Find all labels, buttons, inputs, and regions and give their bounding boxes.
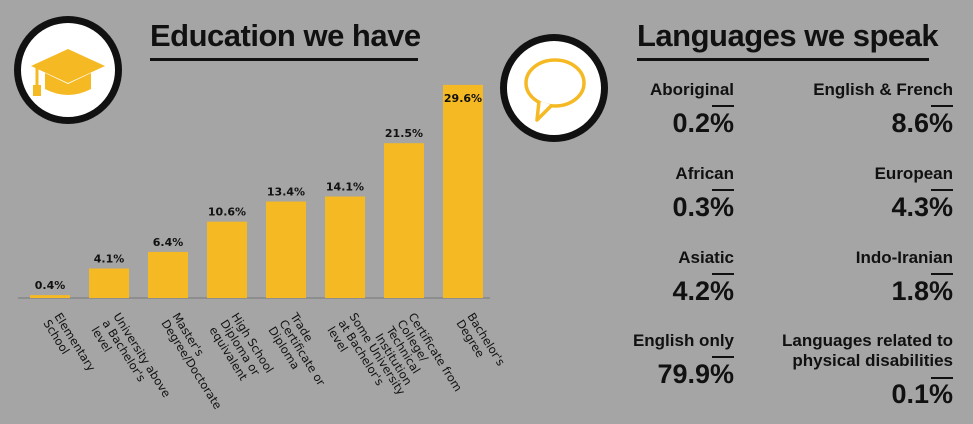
bar — [443, 84, 483, 298]
speech-bubble-icon — [524, 58, 586, 122]
category-label: High SchoolDiploma orequivalent — [206, 310, 276, 389]
language-item-indo-iranian: Indo-Iranian 1.8% — [753, 248, 953, 306]
language-item-asiatic: Asiatic 4.2% — [584, 248, 734, 306]
bar-value-label: 0.4% — [35, 279, 66, 292]
bar-value-label: 29.6% — [444, 92, 482, 105]
bar — [148, 251, 188, 298]
language-item-aboriginal: Aboriginal 0.2% — [584, 80, 734, 138]
language-name: Indo-Iranian — [855, 248, 953, 267]
language-value: 4.2% — [672, 276, 734, 306]
language-name: English & French — [813, 80, 953, 99]
bar-value-label: 14.1% — [326, 180, 364, 193]
bar-value-label: 10.6% — [208, 206, 246, 219]
bar-value-label: 6.4% — [153, 236, 184, 249]
education-title: Education we have — [150, 18, 421, 53]
language-item-african: African 0.3% — [584, 164, 734, 222]
language-item-european: European 4.3% — [753, 164, 953, 222]
bar — [325, 196, 365, 298]
language-value: 8.6% — [891, 108, 953, 138]
education-icon-circle — [14, 16, 122, 124]
language-name: Languages related to physical disabiliti… — [782, 331, 953, 370]
language-rule — [712, 189, 734, 191]
language-name: African — [675, 164, 734, 183]
language-value: 1.8% — [891, 276, 953, 306]
language-item-physical-disabilities: Languages related to physical disabiliti… — [753, 331, 953, 409]
language-value: 0.1% — [891, 379, 953, 409]
education-title-rule — [150, 58, 418, 61]
language-rule — [712, 105, 734, 107]
language-rule — [931, 377, 953, 379]
bar — [207, 221, 247, 298]
language-value: 4.3% — [891, 192, 953, 222]
language-value: 79.9% — [657, 359, 734, 389]
language-name: European — [874, 164, 953, 183]
bar — [30, 295, 70, 298]
category-label: Bachelor'sDegree — [453, 310, 508, 375]
language-rule — [712, 356, 734, 358]
bar-value-label: 21.5% — [385, 127, 423, 140]
language-item-english-only: English only 79.9% — [584, 331, 734, 389]
bar — [266, 201, 306, 298]
category-label: ElementarySchool — [40, 310, 98, 381]
category-label: TradeCertificate orDiploma — [265, 309, 339, 395]
language-rule — [931, 189, 953, 191]
language-name: Asiatic — [678, 248, 734, 267]
language-value: 0.2% — [672, 108, 734, 138]
graduation-cap-icon — [31, 49, 105, 96]
language-item-english-french: English & French 8.6% — [753, 80, 953, 138]
languages-title: Languages we speak — [637, 18, 939, 53]
language-rule — [712, 273, 734, 275]
bar-value-label: 4.1% — [94, 252, 125, 265]
bar — [384, 143, 424, 298]
languages-icon-circle — [500, 34, 608, 142]
language-value: 0.3% — [672, 192, 734, 222]
language-rule — [931, 273, 953, 275]
language-name: Aboriginal — [649, 80, 734, 99]
languages-title-rule — [637, 58, 929, 61]
bar — [89, 268, 129, 298]
bar-value-label: 13.4% — [267, 186, 305, 199]
language-rule — [931, 105, 953, 107]
language-name: English only — [632, 331, 734, 350]
